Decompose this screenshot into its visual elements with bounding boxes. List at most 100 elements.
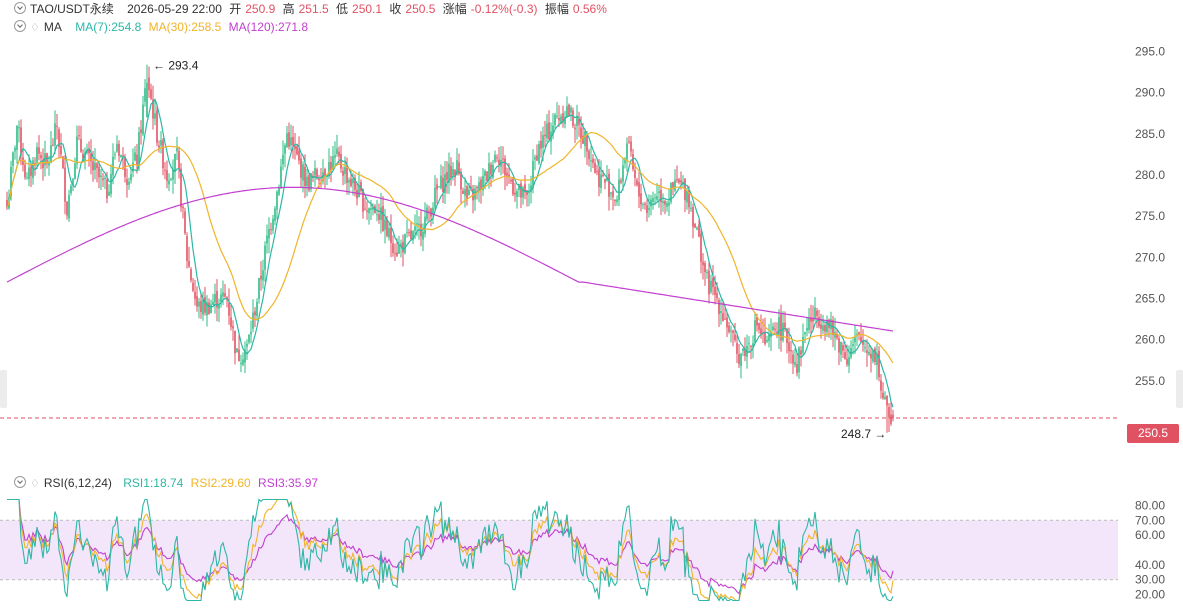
candle-body [208,302,210,315]
candle-body [136,154,138,165]
high-label: 高 [282,2,295,16]
candle-body [152,99,154,119]
candle-body [446,172,448,181]
candle-body [38,147,40,154]
candle-body [186,236,188,262]
candle-body [386,219,388,236]
candlestick-chart[interactable]: 255.0 260.0 265.0 270.0 275.0 280.0 285.0 290.0… [0,0,1183,470]
candle-body [772,326,774,331]
candle-body [348,180,350,183]
low-annotation: 248.7 → [841,427,886,441]
candle-body [676,179,678,181]
candle-body [306,176,308,187]
y-tick-label: 295.0 [1135,44,1165,58]
candle-body [498,159,500,165]
candle-body [468,189,470,196]
candle-body [116,143,118,152]
candle-body [80,138,82,152]
candle-body [68,195,70,219]
candle-body [314,168,316,176]
candle-body [824,325,826,332]
candle-body [234,330,236,354]
candle-body [878,350,880,378]
candle-body [312,175,314,177]
candle-body [408,232,410,234]
candle-body [584,131,586,146]
candle-body [608,173,610,197]
candle-body [806,327,808,331]
candle-body [814,307,816,319]
candle-body [754,320,756,343]
candle-body [774,328,776,331]
collapse-ma-icon[interactable] [14,20,26,32]
collapse-icon[interactable] [14,2,26,14]
candle-body [476,187,478,189]
scroll-left-handle[interactable] [0,370,7,408]
candle-body [350,178,352,187]
candle-body [694,223,696,228]
collapse-rsi-icon[interactable] [14,476,26,488]
candle-body [450,165,452,178]
candle-body [236,348,238,353]
candle-body [260,275,262,280]
candle-body [404,234,406,253]
candle-body [752,343,754,348]
candle-body [378,214,380,220]
candle-body [66,201,68,216]
candle-body [394,253,396,255]
symbol-label: TAO/USDT永续 [30,2,114,16]
candle-body [318,178,320,181]
rsi2-value: RSI2:29.60 [190,476,251,490]
ma30-line [6,131,894,364]
candle-body [458,162,460,175]
rsi-tick-label: 60.00 [1135,528,1165,542]
candle-body [720,311,722,314]
candle-body [144,88,146,102]
ma120-value: MA(120):271.8 [228,20,309,34]
candle-body [760,328,762,335]
low-value: 250.1 [352,2,383,16]
candle-body [756,316,758,326]
candle-body [24,164,26,178]
candle-body [574,127,576,130]
candle-body [180,168,182,208]
candle-body [290,137,292,146]
candle-body [328,162,330,177]
candle-body [36,147,38,163]
candle-body [282,154,284,165]
candle-body [454,169,456,178]
candle-body [726,317,728,328]
candle-body [634,170,636,178]
candle-body [466,186,468,199]
candle-body [784,322,786,328]
y-tick-label: 275.0 [1135,209,1165,223]
alert-bell-icon[interactable]: ♢ [30,22,40,34]
candle-body [586,134,588,152]
candle-body [702,261,704,266]
candle-body [390,227,392,243]
candle-body [486,171,488,181]
rsi-alert-bell-icon[interactable]: ♢ [30,478,40,490]
scroll-right-handle[interactable] [1176,370,1183,408]
candle-body [706,271,708,273]
candle-body [288,132,290,147]
candle-body [558,118,560,121]
candle-body [588,150,590,160]
candles [6,64,894,433]
candle-body [416,223,418,225]
candle-body [118,143,120,156]
candle-body [246,343,248,347]
candle-body [6,199,8,209]
candle-body [748,343,750,345]
candle-body [512,178,514,195]
candle-body [734,334,736,341]
candle-body [738,353,740,365]
low-label: 低 [336,2,349,16]
candle-body [744,348,746,356]
amplitude-label: 振幅 [544,2,569,16]
candle-body [304,166,306,187]
candle-body [364,208,366,210]
candle-body [170,179,172,181]
candle-body [254,311,256,316]
